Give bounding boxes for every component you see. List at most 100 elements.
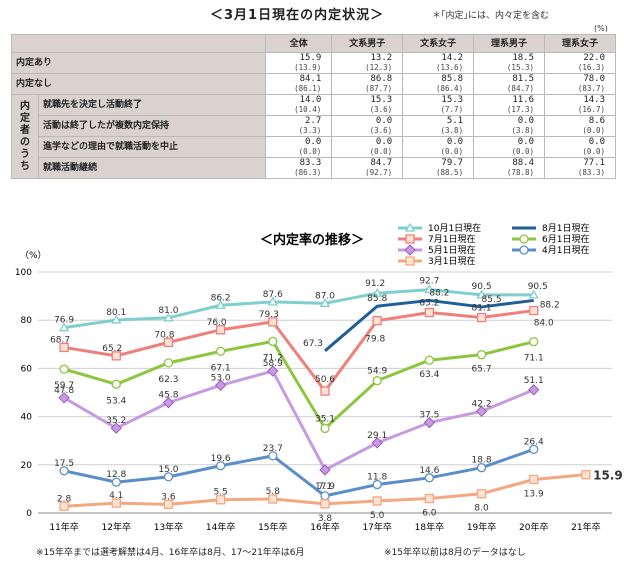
legend-marker — [404, 244, 416, 256]
current-value: 85.8 — [441, 74, 464, 84]
data-point — [215, 299, 226, 309]
current-value: 0.0 — [517, 116, 535, 126]
data-point — [111, 314, 122, 324]
table-row: 内定者のうち就職先を決定し活動終了 14.0 (10.4) 15.3 (3.6) 15.3… — [11, 94, 616, 179]
data-label: 17.9 — [315, 482, 335, 492]
data-label: 88.2 — [540, 300, 560, 310]
data-point — [215, 346, 226, 356]
data-label: 18.8 — [472, 456, 492, 466]
data-point — [111, 379, 121, 389]
data-label: 12.8 — [106, 470, 126, 480]
current-value: 86.8 — [370, 74, 393, 84]
data-label: 68.7 — [50, 335, 70, 345]
data-label: 63.4 — [419, 370, 439, 380]
table-cell: 2.7 (3.3) — [264, 115, 333, 137]
x-tick-label: 16年卒 — [310, 521, 339, 533]
x-tick-label: 14年卒 — [206, 521, 235, 533]
legend-marker — [404, 222, 416, 232]
series-line — [63, 369, 535, 472]
data-point — [267, 365, 279, 377]
current-value: 0.0 — [517, 137, 535, 147]
x-tick-label: 19年卒 — [467, 521, 496, 533]
data-label: 4.1 — [109, 491, 123, 501]
data-label: 2.8 — [57, 494, 72, 504]
x-tick-label: 11年卒 — [49, 521, 78, 533]
table-cell: 0.0 (3.8) — [473, 115, 546, 137]
row-label: 活動は終了したが複数内定保持 — [38, 115, 266, 137]
previous-year-value: (3.6) — [369, 126, 393, 135]
data-point — [268, 336, 278, 347]
data-label: 91.2 — [365, 279, 385, 289]
table-cell: 0.0 (0.0) — [264, 136, 333, 158]
data-label: 65.7 — [472, 365, 492, 375]
data-label: 90.5 — [528, 282, 548, 292]
table-row: 進学などの理由で就職活動を中止 0.0 (0.0) 0.0 (0.0) 0.0 (0.0) 0… — [12, 136, 616, 158]
table-header-cell: 理系男子 — [473, 34, 546, 53]
data-label: 17.5 — [54, 459, 74, 469]
data-point — [528, 384, 540, 396]
x-tick-label: 20年卒 — [519, 521, 548, 533]
previous-year-value: (83.7) — [577, 84, 605, 93]
data-point — [111, 351, 121, 361]
series-line — [63, 309, 534, 393]
table-cell: 11.6 (17.3) — [473, 94, 546, 116]
data-point — [163, 337, 174, 348]
table-row: 内定あり 15.9 (13.9) 13.2 (12.3) 14.2 (13.6) 18.5 (1… — [11, 52, 616, 74]
data-point — [163, 472, 174, 482]
data-label: 58.9 — [263, 359, 283, 369]
data-label: 29.1 — [367, 431, 387, 441]
current-value: 15.3 — [441, 95, 464, 105]
series-line — [324, 298, 534, 352]
data-label: 54.9 — [367, 367, 387, 377]
data-point — [476, 463, 487, 473]
previous-year-value: (0.0) — [582, 126, 605, 135]
previous-year-value: (92.7) — [365, 168, 393, 177]
previous-year-value: (87.7) — [365, 84, 393, 93]
data-label: 85.5 — [482, 295, 502, 305]
data-label: 62.3 — [158, 375, 178, 385]
table-unit: (%) — [594, 24, 608, 33]
previous-year-value: (17.3) — [506, 105, 535, 114]
previous-year-value: (83.3) — [577, 168, 605, 177]
previous-year-value: (13.9) — [294, 63, 322, 72]
previous-year-value: (12.3) — [365, 63, 393, 72]
legend-entry: 3月1日現在 — [428, 255, 475, 267]
data-point — [371, 437, 383, 449]
data-label: 84.0 — [534, 319, 554, 329]
current-value: 5.1 — [446, 116, 464, 126]
table-cell: 77.1 (83.3) — [544, 157, 616, 179]
table-cell: 15.3 (3.6) — [331, 94, 404, 116]
current-value: 0.0 — [375, 137, 393, 147]
data-point — [319, 464, 331, 476]
data-label: 35.2 — [106, 416, 126, 426]
data-point — [529, 336, 539, 347]
data-label: 83.2 — [419, 298, 439, 308]
data-label: 79.8 — [365, 335, 385, 345]
series-line — [63, 447, 535, 498]
previous-year-value: (3.8) — [511, 126, 535, 135]
current-value: 88.4 — [512, 158, 535, 168]
data-label: 65.2 — [102, 344, 122, 354]
previous-year-value: (0.0) — [369, 147, 393, 156]
data-point — [163, 499, 174, 509]
y-tick-label: 100 — [15, 268, 32, 278]
previous-year-value: (0.0) — [582, 147, 605, 156]
data-point — [529, 474, 539, 485]
data-label: 92.7 — [419, 277, 439, 287]
legend-marker — [519, 245, 529, 255]
data-point — [476, 312, 487, 323]
data-point — [476, 350, 487, 360]
group-label-char: ち — [20, 160, 30, 172]
previous-year-value: (15.3) — [506, 63, 535, 72]
table-cell: 0.0 (0.0) — [331, 136, 404, 158]
data-label: 42.2 — [472, 399, 492, 409]
previous-year-value: (0.0) — [440, 147, 464, 156]
data-point — [424, 473, 435, 483]
group-label-char: 者 — [20, 124, 30, 136]
data-label: 26.4 — [524, 437, 544, 447]
legend-marker — [519, 234, 529, 244]
table-header-cell — [11, 34, 266, 53]
data-label: 59.7 — [54, 381, 74, 391]
row-label: 進学などの理由で就職活動を中止 — [38, 136, 266, 158]
data-label: 15.9 — [593, 469, 623, 483]
